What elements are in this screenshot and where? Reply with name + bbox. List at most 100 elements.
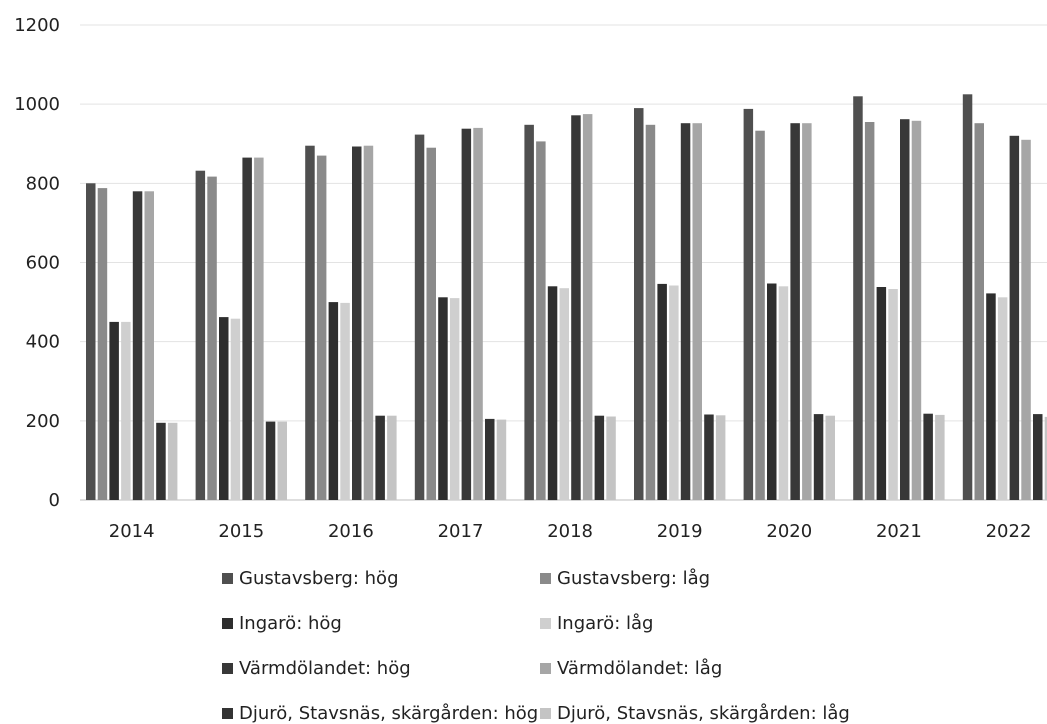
- bar: [864, 122, 875, 500]
- bar: [645, 124, 656, 501]
- legend-label: Gustavsberg: hög: [239, 568, 399, 589]
- x-tick-label: 2022: [986, 521, 1032, 542]
- legend-label: Ingarö: hög: [239, 613, 342, 634]
- bar: [571, 115, 581, 501]
- bar: [316, 155, 327, 500]
- bar: [767, 283, 777, 500]
- bar: [923, 413, 933, 500]
- bar: [340, 302, 350, 500]
- bar: [438, 297, 448, 500]
- x-axis-tick-labels: 2014 2015 2016 2017 2018 2019 2020 2021 2022: [109, 521, 1032, 542]
- bar: [900, 119, 910, 500]
- legend-label: Värmdölandet: låg: [557, 658, 723, 679]
- bar: [547, 286, 558, 501]
- bar: [1033, 414, 1043, 500]
- legend-item: Gustavsberg: hög: [222, 568, 399, 589]
- bar: [328, 302, 339, 500]
- y-tick-label: 800: [26, 173, 60, 194]
- bar: [755, 130, 765, 500]
- bar: [1009, 135, 1020, 501]
- x-tick-label: 2016: [328, 521, 374, 542]
- bar: [911, 120, 922, 501]
- bar: [813, 414, 824, 500]
- legend-item: Djurö, Stavsnäs, skärgården: hög: [222, 703, 538, 724]
- legend-label: Djurö, Stavsnäs, skärgården: hög: [239, 703, 539, 724]
- bar: [97, 188, 108, 500]
- bar: [363, 145, 374, 500]
- legend-item: Gustavsberg: låg: [540, 568, 710, 589]
- legend-label: Gustavsberg: låg: [557, 568, 711, 589]
- bars: [86, 94, 1047, 501]
- legend-swatch: [540, 618, 551, 629]
- bar: [265, 421, 276, 500]
- x-tick-label: 2018: [547, 521, 593, 542]
- legend-swatch: [540, 573, 551, 584]
- bar: [582, 114, 593, 500]
- x-tick-label: 2021: [876, 521, 922, 542]
- bar: [606, 416, 616, 500]
- bar: [496, 419, 507, 500]
- bar: [680, 123, 691, 500]
- bar: [778, 286, 789, 501]
- bar: [352, 146, 362, 500]
- legend-swatch: [540, 663, 551, 674]
- bar: [219, 317, 229, 500]
- x-tick-label: 2014: [109, 521, 155, 542]
- bar: [594, 415, 605, 500]
- y-axis-tick-labels: 0 200 400 600 800 1000 1200: [14, 15, 60, 511]
- bar: [426, 147, 436, 500]
- legend-label: Djurö, Stavsnäs, skärgården: låg: [557, 703, 850, 724]
- bar: [230, 318, 241, 500]
- bar: [790, 123, 800, 500]
- bar: [242, 157, 252, 500]
- bar: [974, 123, 984, 500]
- legend-item: Ingarö: låg: [540, 613, 653, 634]
- x-tick-label: 2015: [218, 521, 264, 542]
- bar: [743, 108, 754, 501]
- bar: [657, 283, 667, 500]
- bar: [876, 287, 887, 500]
- bar: [461, 128, 472, 500]
- bar: [144, 191, 154, 501]
- bar: [132, 191, 143, 501]
- legend-swatch: [222, 708, 233, 719]
- x-tick-label: 2017: [438, 521, 484, 542]
- bar: [692, 123, 702, 500]
- x-tick-label: 2020: [766, 521, 812, 542]
- bar: [473, 127, 483, 501]
- bar: [536, 141, 546, 500]
- legend-label: Ingarö: låg: [557, 613, 654, 634]
- bar: [853, 96, 863, 501]
- y-tick-label: 600: [26, 253, 60, 274]
- legend-item: Värmdölandet: hög: [222, 658, 411, 679]
- legend-swatch: [222, 618, 233, 629]
- bar: [669, 285, 679, 500]
- y-tick-label: 1200: [14, 15, 60, 36]
- bar: [449, 298, 460, 500]
- bar: [559, 288, 569, 500]
- bar: [195, 170, 206, 500]
- y-tick-label: 200: [26, 411, 60, 432]
- bar: [86, 183, 96, 501]
- bar: [121, 321, 131, 500]
- bar: [375, 415, 385, 500]
- legend-swatch: [222, 573, 233, 584]
- x-tick-label: 2019: [657, 521, 703, 542]
- bar: [704, 414, 714, 500]
- bar: [1044, 416, 1047, 500]
- bar: [986, 293, 996, 500]
- bar: [414, 134, 425, 500]
- legend-item: Ingarö: hög: [222, 613, 342, 634]
- bar: [634, 108, 644, 500]
- bar: [485, 418, 495, 500]
- bar: [997, 297, 1008, 500]
- legend-item: Värmdölandet: låg: [540, 658, 722, 679]
- y-tick-label: 400: [26, 332, 60, 353]
- bar: [109, 321, 119, 500]
- bar: [825, 415, 835, 500]
- bar: [305, 145, 315, 500]
- bar: [962, 94, 973, 501]
- bar: [1021, 139, 1031, 501]
- bar: [715, 415, 726, 500]
